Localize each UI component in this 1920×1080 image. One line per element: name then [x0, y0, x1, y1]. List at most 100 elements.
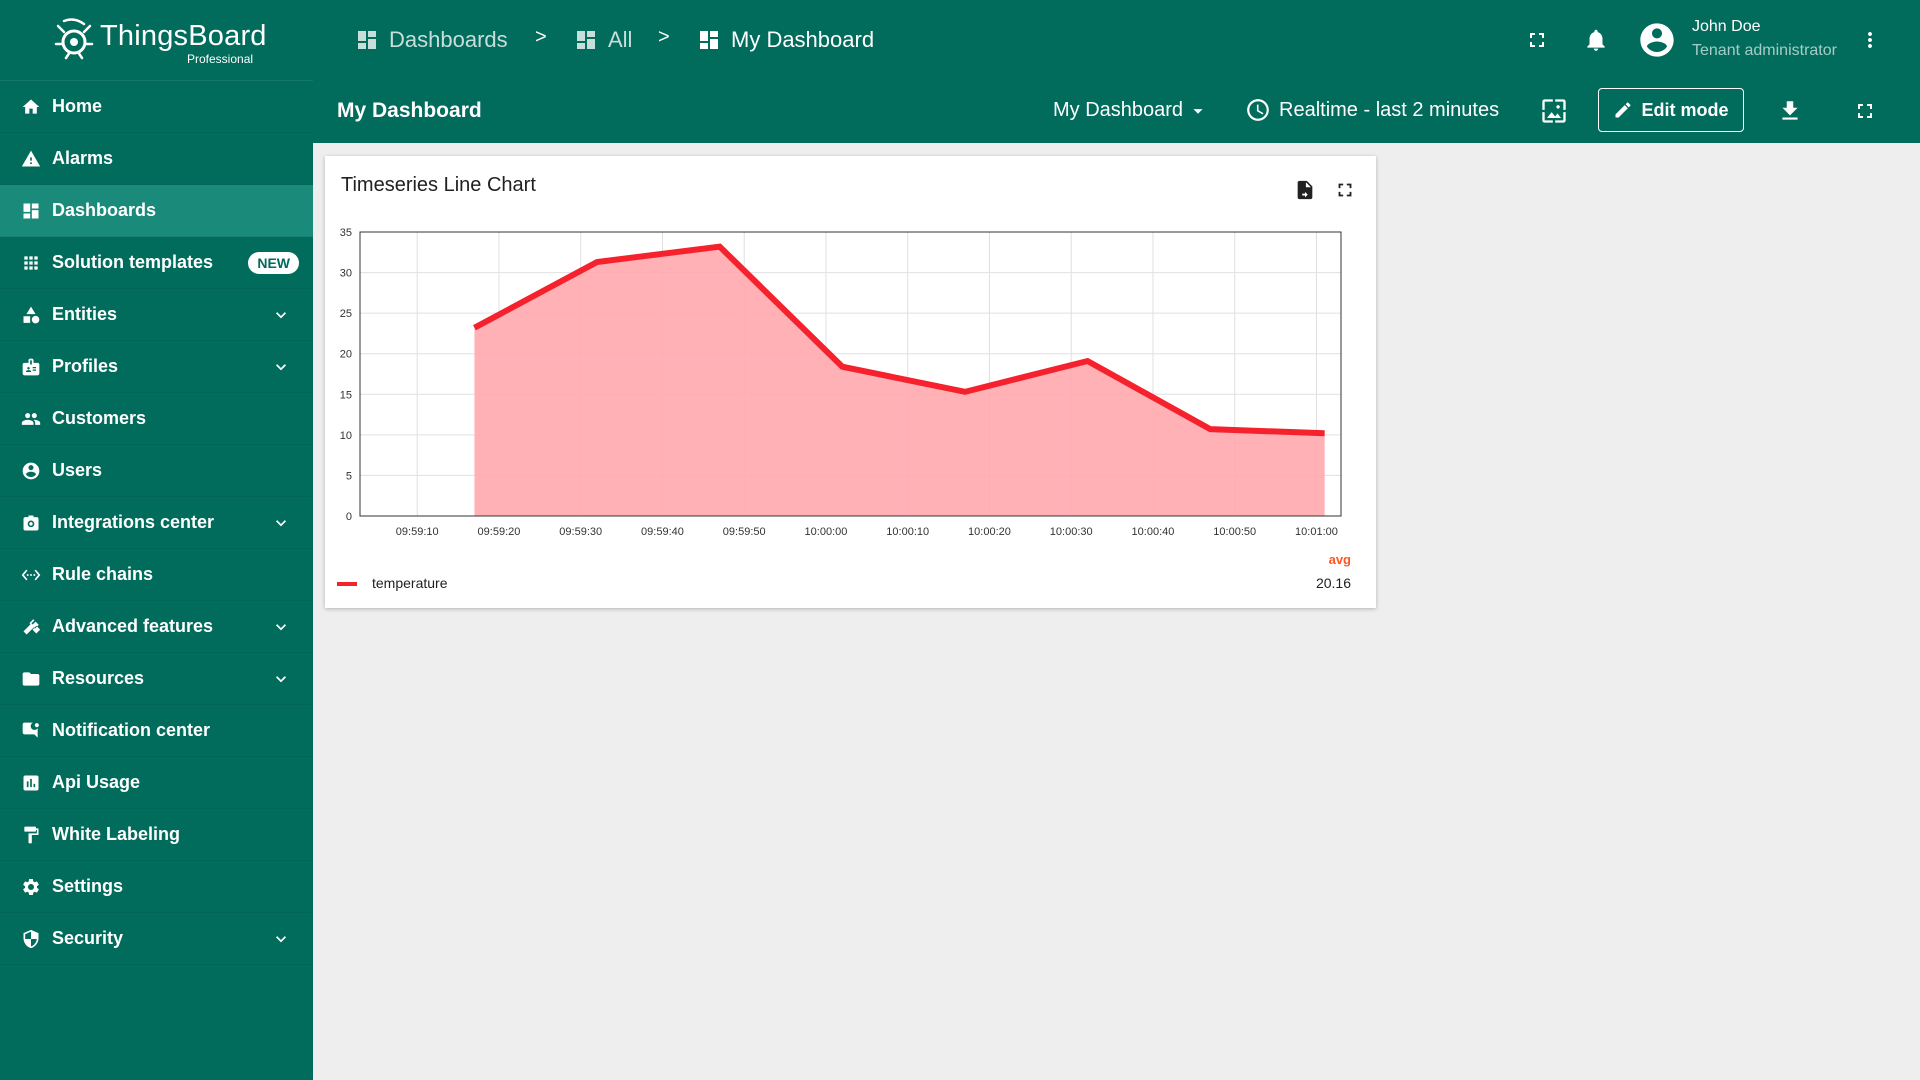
- y-tick-label: 10: [340, 430, 352, 442]
- sidebar-item-solution-templates[interactable]: Solution templates NEW: [0, 237, 313, 289]
- fullscreen-icon: [1858, 104, 1872, 118]
- sidebar-item-entities[interactable]: Entities: [0, 289, 313, 341]
- chevron-down-icon[interactable]: [271, 305, 291, 325]
- sidebar-item-security[interactable]: Security: [0, 913, 313, 965]
- sidebar-item-label: Security: [52, 928, 124, 948]
- y-tick-label: 25: [340, 308, 352, 320]
- y-tick-label: 15: [340, 389, 352, 401]
- sidebar-item-label: Rule chains: [52, 564, 154, 584]
- top-bar: Dashboards > All > My Dashboard John Doe…: [313, 0, 1920, 80]
- fullscreen-icon: [1338, 183, 1352, 197]
- more-vert-icon: [1868, 32, 1872, 48]
- x-tick-label: 10:00:30: [1050, 526, 1093, 538]
- dashboard-toolbar: My Dashboard My Dashboard Realtime - las…: [313, 80, 1920, 143]
- chevron-down-icon[interactable]: [271, 357, 291, 377]
- dashboard-select[interactable]: My Dashboard: [1053, 99, 1209, 122]
- sidebar-item-label: Integrations center: [52, 512, 215, 532]
- chevron-down-icon[interactable]: [271, 929, 291, 949]
- timeseries-chart[interactable]: 0 5 10 15 20 25 30 35 09:59:10 09:59:20 09:59:30 09…: [325, 156, 1376, 556]
- series-line: [473, 243, 1325, 437]
- sidebar-item-dashboards[interactable]: Dashboards: [0, 185, 313, 237]
- notifications-button[interactable]: [1580, 24, 1612, 56]
- export-button[interactable]: [1293, 178, 1317, 202]
- x-tick-label: 10:00:50: [1213, 526, 1256, 538]
- thingsboard-logo-icon: [54, 18, 94, 60]
- x-tick-label: 09:59:50: [723, 526, 766, 538]
- sidebar-item-customers[interactable]: Customers: [0, 393, 313, 445]
- account-circle-icon: [21, 461, 41, 481]
- y-tick-label: 5: [346, 470, 352, 482]
- x-tick-label: 09:59:30: [559, 526, 602, 538]
- sidebar-item-label: Alarms: [52, 148, 114, 168]
- dashboard-icon: [577, 31, 595, 49]
- file-export-icon: [1297, 180, 1313, 200]
- breadcrumb-separator: >: [535, 26, 547, 48]
- sidebar-item-label: Home: [52, 96, 103, 116]
- breadcrumb-separator: >: [658, 26, 670, 48]
- dashboard-icon: [358, 31, 376, 49]
- y-tick-label: 35: [340, 227, 352, 239]
- edit-mode-button[interactable]: Edit mode: [1598, 88, 1744, 132]
- sidebar-item-users[interactable]: Users: [0, 445, 313, 497]
- dashboard-select-value: My Dashboard: [1053, 99, 1184, 121]
- sidebar-item-notification-center[interactable]: Notification center: [0, 705, 313, 757]
- timeseries-widget: Timeseries Line Chart 0 5 10 15 20 25 30 35 09:5…: [325, 156, 1376, 608]
- breadcrumb-my-dashboard[interactable]: My Dashboard: [697, 22, 874, 58]
- sidebar-item-label: Dashboards: [52, 200, 157, 220]
- breadcrumb-all[interactable]: All: [574, 22, 632, 58]
- sidebar-item-label: Solution templates: [52, 252, 214, 272]
- brand-name: ThingsBoard: [100, 20, 267, 52]
- sidebar-item-label: Customers: [52, 408, 147, 428]
- new-badge: NEW: [248, 251, 299, 274]
- wallpaper-icon: [1542, 99, 1566, 123]
- sidebar-item-advanced-features[interactable]: Advanced features: [0, 601, 313, 653]
- sidebar-item-white-labeling[interactable]: White Labeling: [0, 809, 313, 861]
- download-button[interactable]: [1774, 95, 1806, 127]
- sidebar-item-label: Resources: [52, 668, 145, 688]
- widget-fullscreen-button[interactable]: [1333, 178, 1357, 202]
- sidebar-item-resources[interactable]: Resources: [0, 653, 313, 705]
- chevron-down-icon[interactable]: [271, 617, 291, 637]
- chevron-down-icon[interactable]: [271, 513, 291, 533]
- x-tick-label: 10:00:20: [968, 526, 1011, 538]
- fullscreen-button[interactable]: [1521, 24, 1553, 56]
- sidebar-nav: Home Alarms Dashboards Solution templates NE…: [0, 81, 313, 965]
- avatar-icon[interactable]: [1637, 20, 1677, 60]
- warning-icon: [21, 149, 41, 169]
- brand-edition: Professional: [187, 52, 254, 66]
- legend-series-name[interactable]: temperature: [372, 575, 448, 591]
- bell-icon: [1587, 29, 1605, 51]
- sidebar-item-label: White Labeling: [52, 824, 180, 844]
- chevron-down-icon[interactable]: [271, 669, 291, 689]
- breadcrumb-dashboards[interactable]: Dashboards: [355, 22, 508, 58]
- folder-icon: [21, 669, 41, 689]
- timewindow-button[interactable]: Realtime - last 2 minutes: [1245, 97, 1499, 123]
- sidebar-item-rule-chains[interactable]: Rule chains: [0, 549, 313, 601]
- sidebar-item-alarms[interactable]: Alarms: [0, 133, 313, 185]
- user-menu-button[interactable]: [1854, 24, 1886, 56]
- sidebar-item-profiles[interactable]: Profiles: [0, 341, 313, 393]
- y-tick-label: 30: [340, 268, 352, 280]
- integration-icon: [21, 513, 41, 533]
- insert-chart-icon: [21, 773, 41, 793]
- sidebar-item-integrations-center[interactable]: Integrations center: [0, 497, 313, 549]
- settings-ethernet-icon: [21, 565, 41, 585]
- sidebar-item-label: Users: [52, 460, 103, 480]
- sidebar-item-home[interactable]: Home: [0, 81, 313, 133]
- arrow-drop-down-icon: [1193, 108, 1203, 114]
- format-paint-icon: [21, 825, 41, 845]
- logo[interactable]: ThingsBoard Professional: [0, 0, 313, 81]
- gear-icon: [21, 877, 41, 897]
- edit-mode-label: Edit mode: [1641, 99, 1729, 120]
- sidebar-item-settings[interactable]: Settings: [0, 861, 313, 913]
- sidebar-item-label: Advanced features: [52, 616, 214, 636]
- legend-avg-value: 20.16: [1315, 575, 1351, 591]
- fullscreen-icon: [1530, 33, 1544, 47]
- user-role: Tenant administrator: [1692, 42, 1837, 59]
- sidebar-item-api-usage[interactable]: Api Usage: [0, 757, 313, 809]
- sidebar-item-label: Profiles: [52, 356, 119, 376]
- security-icon: [21, 929, 41, 949]
- dashboard-image-button[interactable]: [1538, 95, 1570, 127]
- user-name: John Doe: [1692, 18, 1761, 35]
- dashboard-fullscreen-button[interactable]: [1849, 95, 1881, 127]
